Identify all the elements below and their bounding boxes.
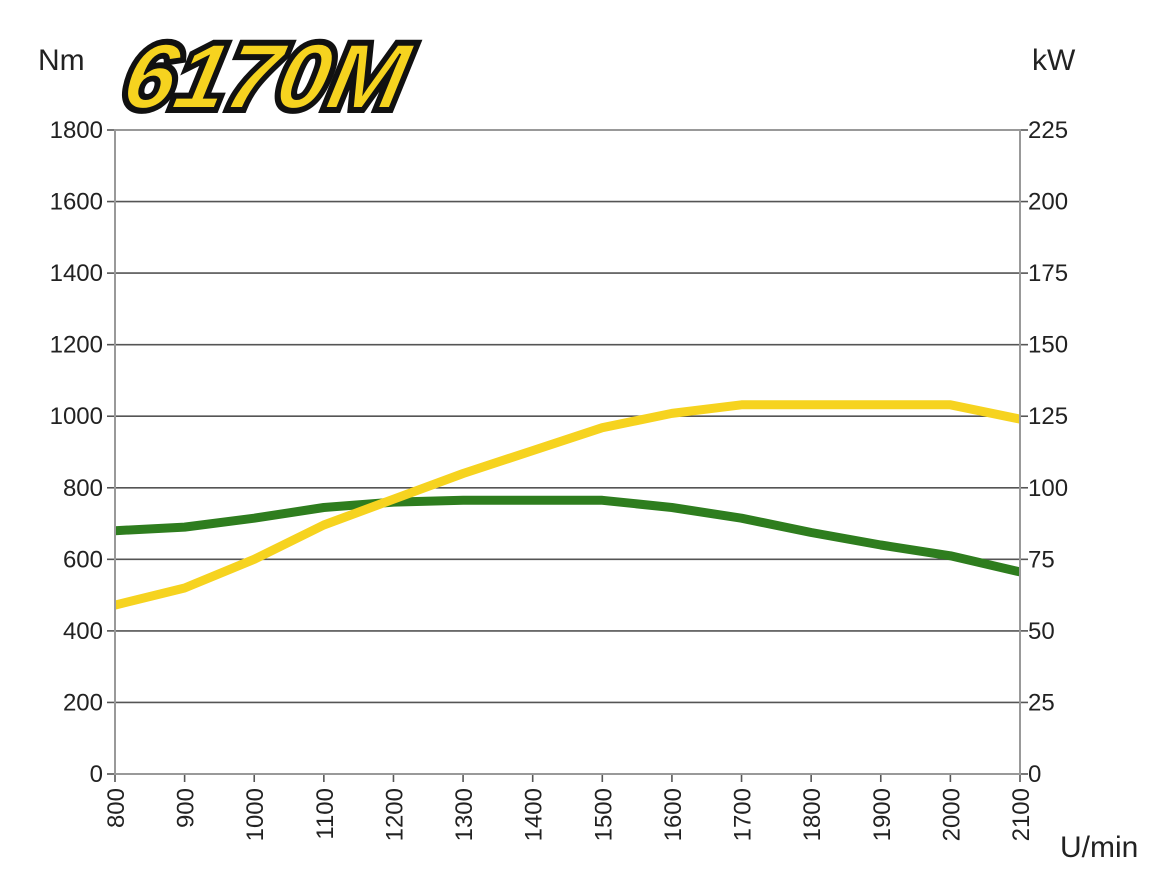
torque-curve-line xyxy=(114,495,1022,577)
y-right-tick-label: 175 xyxy=(1028,260,1068,287)
y-axis-left-ticks: 0 200 400 600 800 1000 1200 1400 1600 1800 xyxy=(50,117,115,788)
y-right-tick-label: 125 xyxy=(1028,403,1068,430)
x-tick-label: 1300 xyxy=(451,788,478,841)
y-axis-right-unit: kW xyxy=(1032,44,1076,77)
y-left-tick-label: 400 xyxy=(63,618,103,645)
y-right-tick-label: 225 xyxy=(1028,117,1068,144)
x-tick-label: 1500 xyxy=(590,788,617,841)
y-right-tick-label: 25 xyxy=(1028,689,1055,716)
y-left-tick-label: 1800 xyxy=(50,117,103,144)
y-right-tick-label: 50 xyxy=(1028,618,1055,645)
y-left-tick-label: 0 xyxy=(90,761,103,788)
y-right-tick-label: 200 xyxy=(1028,189,1068,216)
model-logo-text: 6170M xyxy=(115,25,421,128)
y-axis-left-unit: Nm xyxy=(38,44,85,77)
x-axis-ticks: 800 900 1000 1100 1200 1300 1400 1500 1600 1700 18… xyxy=(103,774,1035,841)
x-tick-label: 1800 xyxy=(799,788,826,841)
plot-frame xyxy=(114,129,1021,775)
model-logo: 6170M 6170M xyxy=(110,20,426,133)
x-tick-label: 2100 xyxy=(1008,788,1035,841)
y-left-tick-label: 200 xyxy=(63,689,103,716)
x-tick-label: 1000 xyxy=(242,788,269,841)
x-tick-label: 1900 xyxy=(869,788,896,841)
y-left-tick-label: 1000 xyxy=(50,403,103,430)
y-right-tick-label: 0 xyxy=(1028,761,1041,788)
x-tick-label: 1600 xyxy=(660,788,687,841)
y-right-tick-label: 150 xyxy=(1028,332,1068,359)
y-left-tick-label: 600 xyxy=(63,546,103,573)
x-tick-label: 1400 xyxy=(521,788,548,841)
y-left-tick-label: 800 xyxy=(63,475,103,502)
model-logo-outline: 6170M xyxy=(115,25,421,128)
y-left-tick-label: 1600 xyxy=(50,189,103,216)
x-tick-label: 900 xyxy=(173,788,200,828)
x-tick-label: 1200 xyxy=(381,788,408,841)
x-tick-label: 2000 xyxy=(938,788,965,841)
gridlines xyxy=(115,129,1020,704)
y-left-tick-label: 1400 xyxy=(50,260,103,287)
series-lines xyxy=(113,400,1022,610)
x-axis-unit: U/min xyxy=(1060,831,1138,864)
y-left-tick-label: 1200 xyxy=(50,332,103,359)
y-right-tick-label: 75 xyxy=(1028,546,1055,573)
power-curve-line xyxy=(113,400,1021,610)
x-tick-label: 1700 xyxy=(730,788,757,841)
x-tick-label: 1100 xyxy=(312,788,339,840)
y-axis-right-ticks: 0 25 50 75 100 125 150 175 200 225 xyxy=(1020,117,1068,788)
y-right-tick-label: 100 xyxy=(1028,475,1068,502)
x-tick-label: 800 xyxy=(103,788,130,828)
